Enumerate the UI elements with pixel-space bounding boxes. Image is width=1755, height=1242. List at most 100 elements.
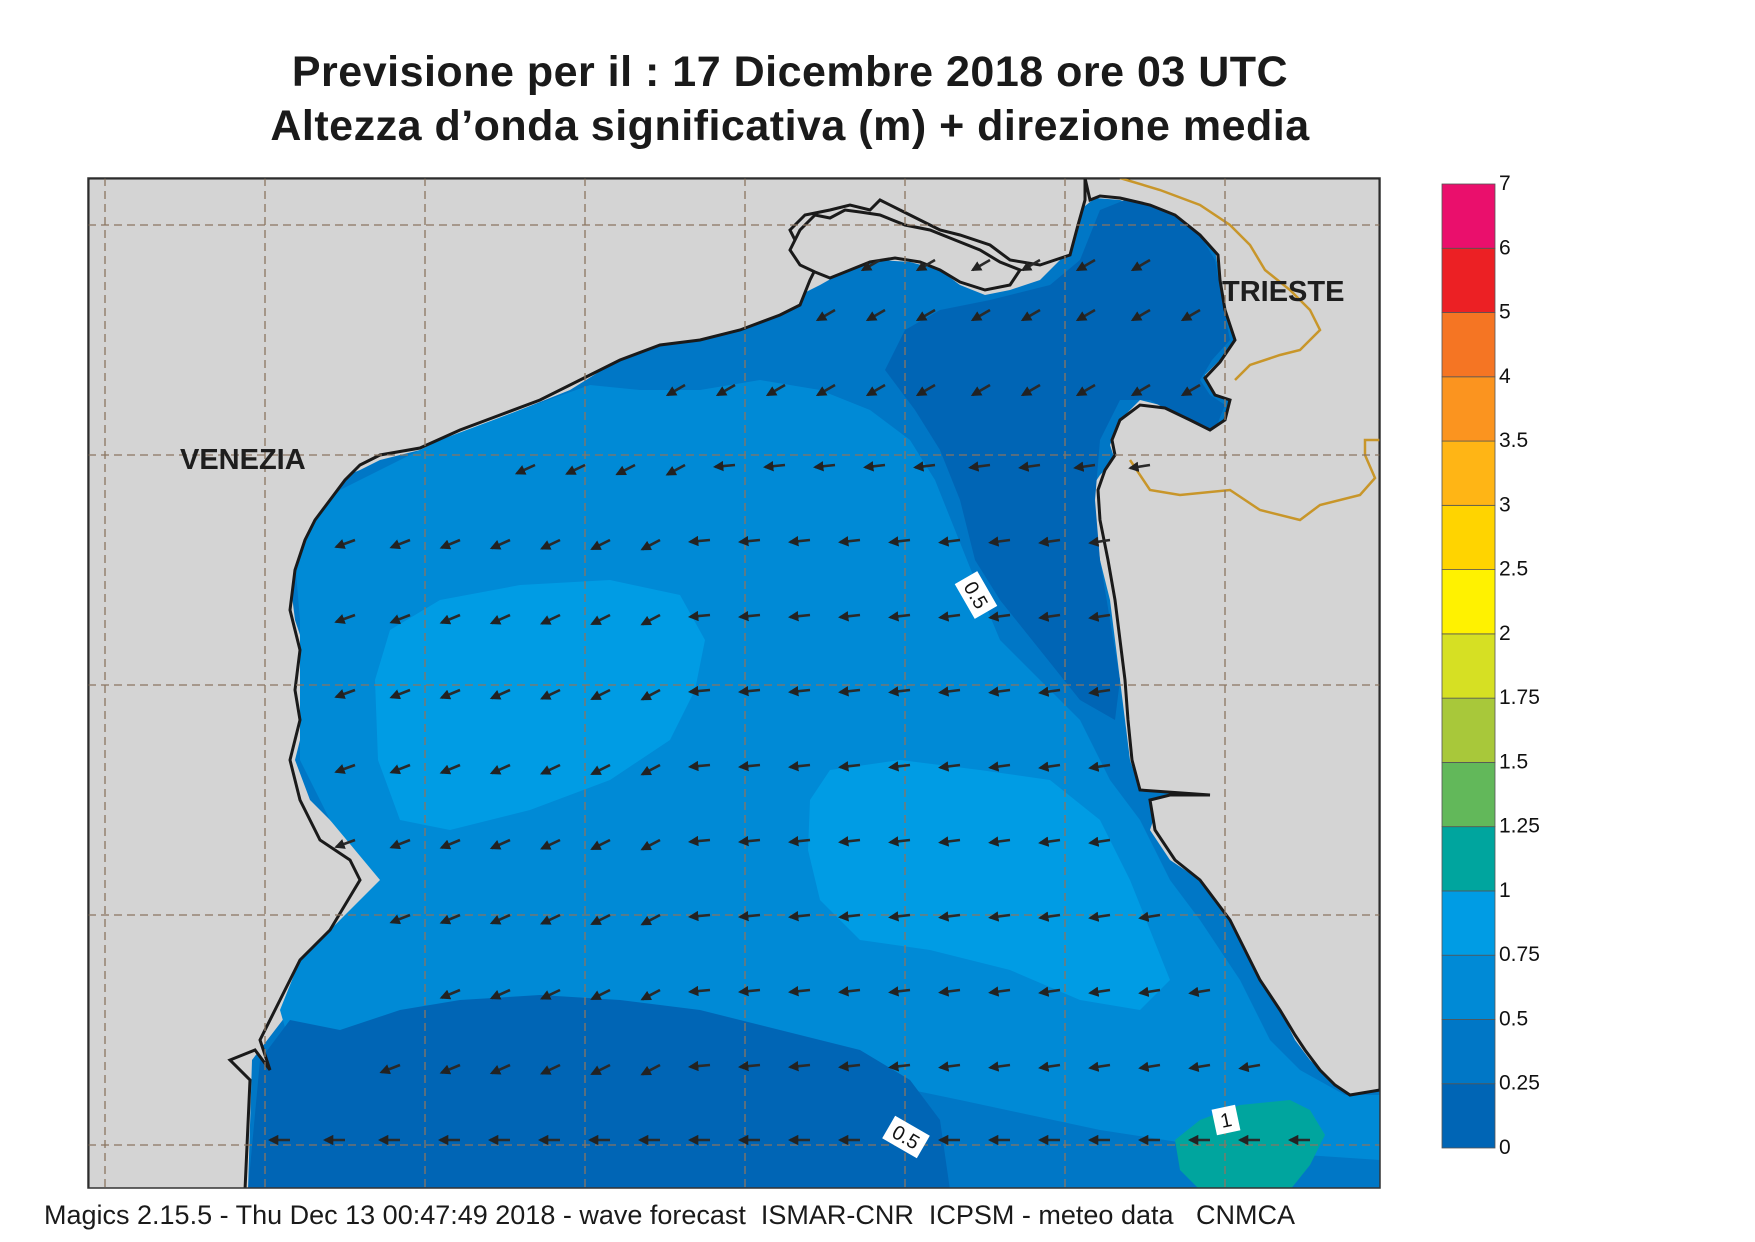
legend-swatch [1441,312,1496,378]
wave-direction-arrow [389,613,411,625]
wave-direction-arrow [334,763,356,774]
wave-direction-arrow [1018,461,1041,472]
wave-direction-arrow [738,760,761,772]
wave-direction-arrow [590,988,611,1001]
wave-direction-arrow [540,613,561,625]
wave-direction-arrow [665,463,686,476]
wave-direction-arrow [1188,1061,1211,1073]
wave-direction-arrow [788,611,811,622]
legend-tick-label: 2.5 [1499,558,1528,581]
svg-text:1: 1 [1218,1109,1233,1133]
wave-direction-arrow [788,686,811,697]
wave-direction-arrow [389,913,411,925]
wave-direction-arrow [688,610,711,622]
wave-direction-arrow [738,535,761,547]
wave-direction-arrow [1088,686,1111,697]
wave-direction-arrow [540,988,561,1000]
wave-direction-arrow [514,463,536,475]
wave-direction-arrow [938,836,961,847]
wave-direction-arrow [489,763,511,775]
wave-direction-arrow [688,1060,711,1072]
wave-direction-arrow [1138,911,1161,922]
legend-swatch [1441,762,1496,828]
plot-frame [87,177,1381,1189]
wave-direction-arrow [1020,383,1041,397]
wave-direction-arrow [640,988,661,1001]
national-border [1119,178,1380,522]
wave-direction-arrow [1020,308,1041,322]
wave-direction-arrow [688,685,711,697]
wave-direction-arrow [788,911,811,922]
wave-direction-arrow [665,383,686,397]
wave-direction-arrow [540,1063,561,1075]
wave-direction-arrow [439,913,461,925]
wave-direction-arrow [888,686,911,697]
map-plot-area: 0.5 0.5 1 VENEZIA TRIESTE [88,178,1380,1188]
wave-direction-arrow [938,686,961,697]
wave-direction-arrow [590,763,611,776]
footer-credits: Magics 2.15.5 - Thu Dec 13 00:47:49 2018… [44,1200,1296,1230]
wave-direction-arrow [540,688,561,700]
wave-band-1-1.25 [1175,1100,1325,1188]
wave-direction-arrow [1038,686,1061,697]
legend-swatch [1441,376,1496,442]
wave-direction-arrow [1180,308,1201,322]
wave-direction-arrow [590,613,611,626]
wave-direction-arrow [1138,986,1161,997]
legend-tick-label: 2 [1499,622,1511,645]
wave-direction-arrow [439,538,461,550]
wave-direction-arrow [838,986,861,997]
wave-band-0.75-1-west [375,580,705,830]
istria-land [1083,178,1380,1097]
wave-direction-arrow [738,685,761,697]
wave-direction-arrow [1038,986,1061,997]
legend-swatch [1441,440,1496,506]
wave-direction-arrow [888,911,911,922]
wave-direction-arrow [738,1060,761,1072]
legend-tick-label: 4 [1499,365,1511,388]
legend-tick-label: 7 [1499,172,1511,195]
wave-direction-arrow [938,611,961,622]
city-label-trieste: TRIESTE [1222,276,1344,308]
wave-direction-arrow [1088,986,1111,997]
wave-direction-arrow [640,1063,661,1076]
wave-direction-arrow [688,835,711,847]
wave-direction-arrow [1075,383,1096,397]
contour-label-1: 1 [1211,1104,1241,1136]
wave-direction-arrow [334,838,356,849]
wave-direction-arrow [1038,536,1061,547]
wave-direction-arrow [813,461,836,472]
wave-direction-arrow [1075,258,1096,272]
wave-direction-arrow [439,763,461,775]
wave-direction-arrow [489,1063,511,1075]
wave-direction-arrow [1088,761,1111,772]
wave-direction-arrow [988,686,1011,697]
wave-direction-arrow [640,688,661,701]
legend-swatch [1441,954,1496,1020]
wave-direction-arrow [938,761,961,772]
wave-direction-arrow [715,383,736,397]
wave-direction-arrow [439,688,461,700]
legend-tick-label: 0 [1499,1136,1511,1159]
wave-direction-arrow [888,761,911,772]
wave-direction-arrow [865,383,886,397]
wave-direction-arrow [738,610,761,622]
legend-tick-label: 0.5 [1499,1007,1528,1030]
legend-swatch [1441,1019,1496,1085]
wave-direction-arrow [815,383,836,397]
legend-tick-label: 1.75 [1499,686,1540,709]
wave-direction-arrow [1088,836,1111,847]
wave-direction-arrow [1038,611,1061,622]
wave-direction-arrow [439,988,461,1000]
wave-direction-arrow [738,910,761,922]
wave-direction-arrow [988,611,1011,622]
wave-direction-arrow [1130,308,1151,322]
wave-direction-arrow [863,461,886,472]
legend-swatch [1441,697,1496,763]
legend-tick-label: 3 [1499,493,1511,516]
wave-direction-arrow [1038,1061,1061,1072]
wave-band-0-0.25-south [248,995,950,1188]
wave-direction-arrow [838,536,861,547]
legend-swatch [1441,569,1496,635]
